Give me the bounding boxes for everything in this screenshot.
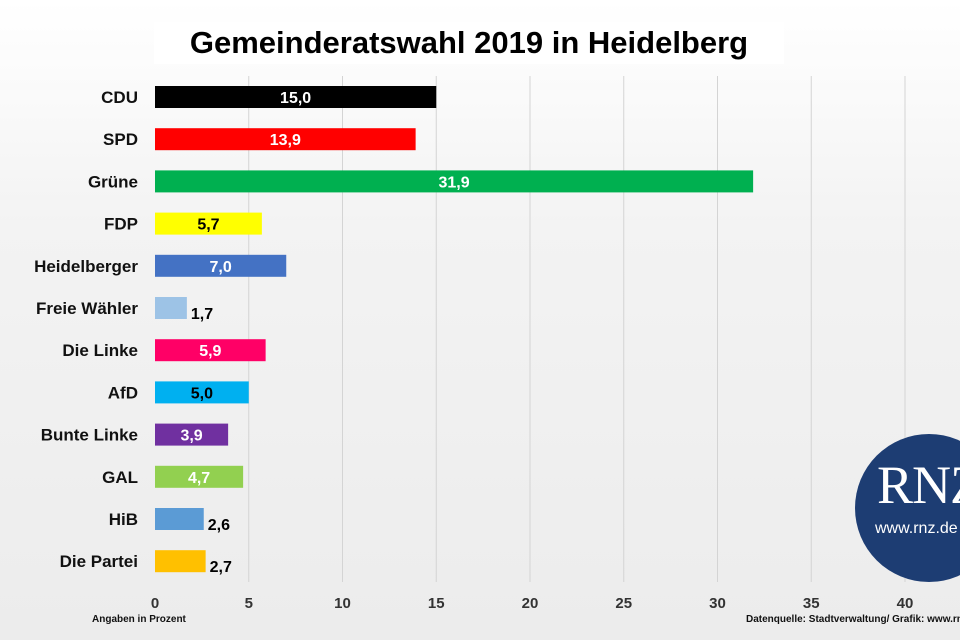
value-label-4: 7,0: [210, 259, 232, 276]
bar-6: [155, 339, 266, 362]
bar-9: [155, 465, 244, 488]
bar-3: [155, 212, 262, 235]
bars: [155, 86, 754, 573]
rnz-logo: RNZ www.rnz.de: [855, 434, 960, 582]
value-label-5: 1,7: [191, 306, 213, 323]
x-tick-35: 35: [803, 595, 820, 612]
category-label-1: SPD: [103, 130, 138, 149]
x-tick-15: 15: [428, 595, 445, 612]
bar-4: [155, 254, 287, 277]
category-label-8: Bunte Linke: [41, 426, 138, 445]
value-label-0: 15,0: [280, 90, 311, 107]
value-label-3: 5,7: [197, 217, 219, 234]
category-label-9: GAL: [102, 468, 138, 487]
value-label-1: 13,9: [270, 132, 301, 149]
value-labels: 15,0 13,9 31,9 5,7 7,0 1,7 5,9 5,0 3,9 4,7 2,6 2,7: [180, 90, 469, 576]
category-label-6: Die Linke: [62, 341, 138, 360]
value-label-7: 5,0: [191, 385, 213, 402]
value-label-10: 2,6: [208, 517, 230, 534]
x-tick-labels: 0 5 10 15 20 25 30 35 40: [151, 595, 914, 612]
logo-url: www.rnz.de: [875, 520, 958, 537]
x-tick-40: 40: [897, 595, 914, 612]
bar-5: [155, 297, 187, 319]
bar-0: [155, 86, 437, 108]
x-tick-25: 25: [615, 595, 632, 612]
gridlines: [248, 76, 906, 582]
chart-title: Gemeinderatswahl 2019 in Heidelberg: [154, 22, 784, 64]
x-tick-0: 0: [151, 595, 159, 612]
x-tick-30: 30: [709, 595, 726, 612]
value-label-6: 5,9: [199, 343, 221, 360]
category-label-7: AfD: [108, 383, 138, 402]
category-label-2: Grüne: [88, 172, 138, 191]
category-label-4: Heidelberger: [34, 257, 138, 276]
bar-7: [155, 381, 249, 404]
bar-2: [155, 170, 754, 193]
x-tick-5: 5: [245, 595, 253, 612]
category-label-3: FDP: [104, 215, 138, 234]
value-label-11: 2,7: [210, 559, 232, 576]
logo-text: RNZ: [877, 455, 960, 515]
bar-1: [155, 128, 416, 151]
category-labels: CDU SPD Grüne FDP Heidelberger Freie Wähler Di…: [34, 88, 138, 571]
source-note: Datenquelle: Stadtverwaltung/ Grafik: ww…: [746, 614, 960, 625]
bar-8: [155, 423, 229, 446]
category-label-10: HiB: [109, 510, 138, 529]
value-label-9: 4,7: [188, 470, 210, 487]
category-label-0: CDU: [101, 88, 138, 107]
bar-11: [155, 550, 206, 573]
x-tick-10: 10: [334, 595, 351, 612]
category-label-5: Freie Wähler: [36, 299, 138, 318]
value-label-2: 31,9: [438, 174, 469, 191]
bar-10: [155, 508, 204, 530]
x-tick-20: 20: [522, 595, 539, 612]
category-label-11: Die Partei: [60, 552, 138, 571]
value-label-8: 3,9: [180, 428, 202, 445]
unit-note: Angaben in Prozent: [92, 614, 186, 625]
